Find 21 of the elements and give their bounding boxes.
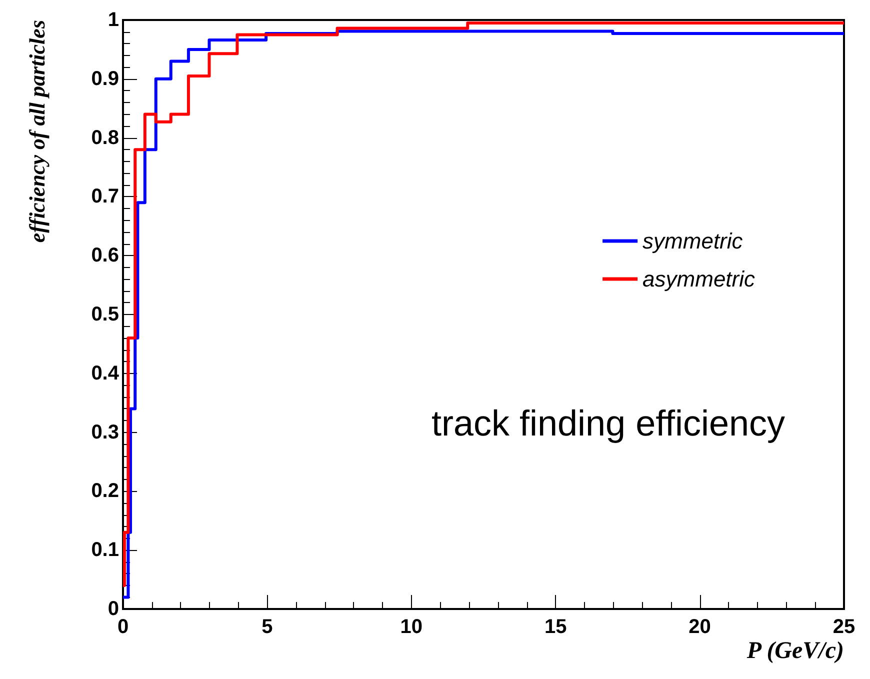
y-tick-label: 0.7 <box>91 186 119 208</box>
x-tick-label: 15 <box>544 616 567 638</box>
y-tick-label: 0.5 <box>91 304 119 326</box>
y-axis-title: efficiency of all particles <box>24 20 50 243</box>
y-tick-label: 0.1 <box>91 539 119 562</box>
x-tick-label: 20 <box>688 616 711 638</box>
y-tick-label: 0.6 <box>91 244 119 267</box>
legend-label: symmetric <box>642 228 743 254</box>
y-tick-label: 0 <box>108 598 119 620</box>
y-tick-label: 0.9 <box>91 68 119 90</box>
y-tick-label: 1 <box>108 9 119 31</box>
x-tick-label: 10 <box>400 616 423 638</box>
y-tick-label: 0.4 <box>91 362 120 384</box>
legend-label: asymmetric <box>642 266 756 292</box>
x-tick-label: 25 <box>832 616 856 638</box>
y-tick-label: 0.8 <box>91 126 119 149</box>
y-tick-label: 0.2 <box>91 480 119 502</box>
y-tick-label: 0.3 <box>91 421 119 444</box>
x-tick-label: 5 <box>262 616 273 638</box>
x-axis-title: P (GeV/c) <box>746 638 844 664</box>
annotation: track finding efficiency <box>431 402 785 444</box>
